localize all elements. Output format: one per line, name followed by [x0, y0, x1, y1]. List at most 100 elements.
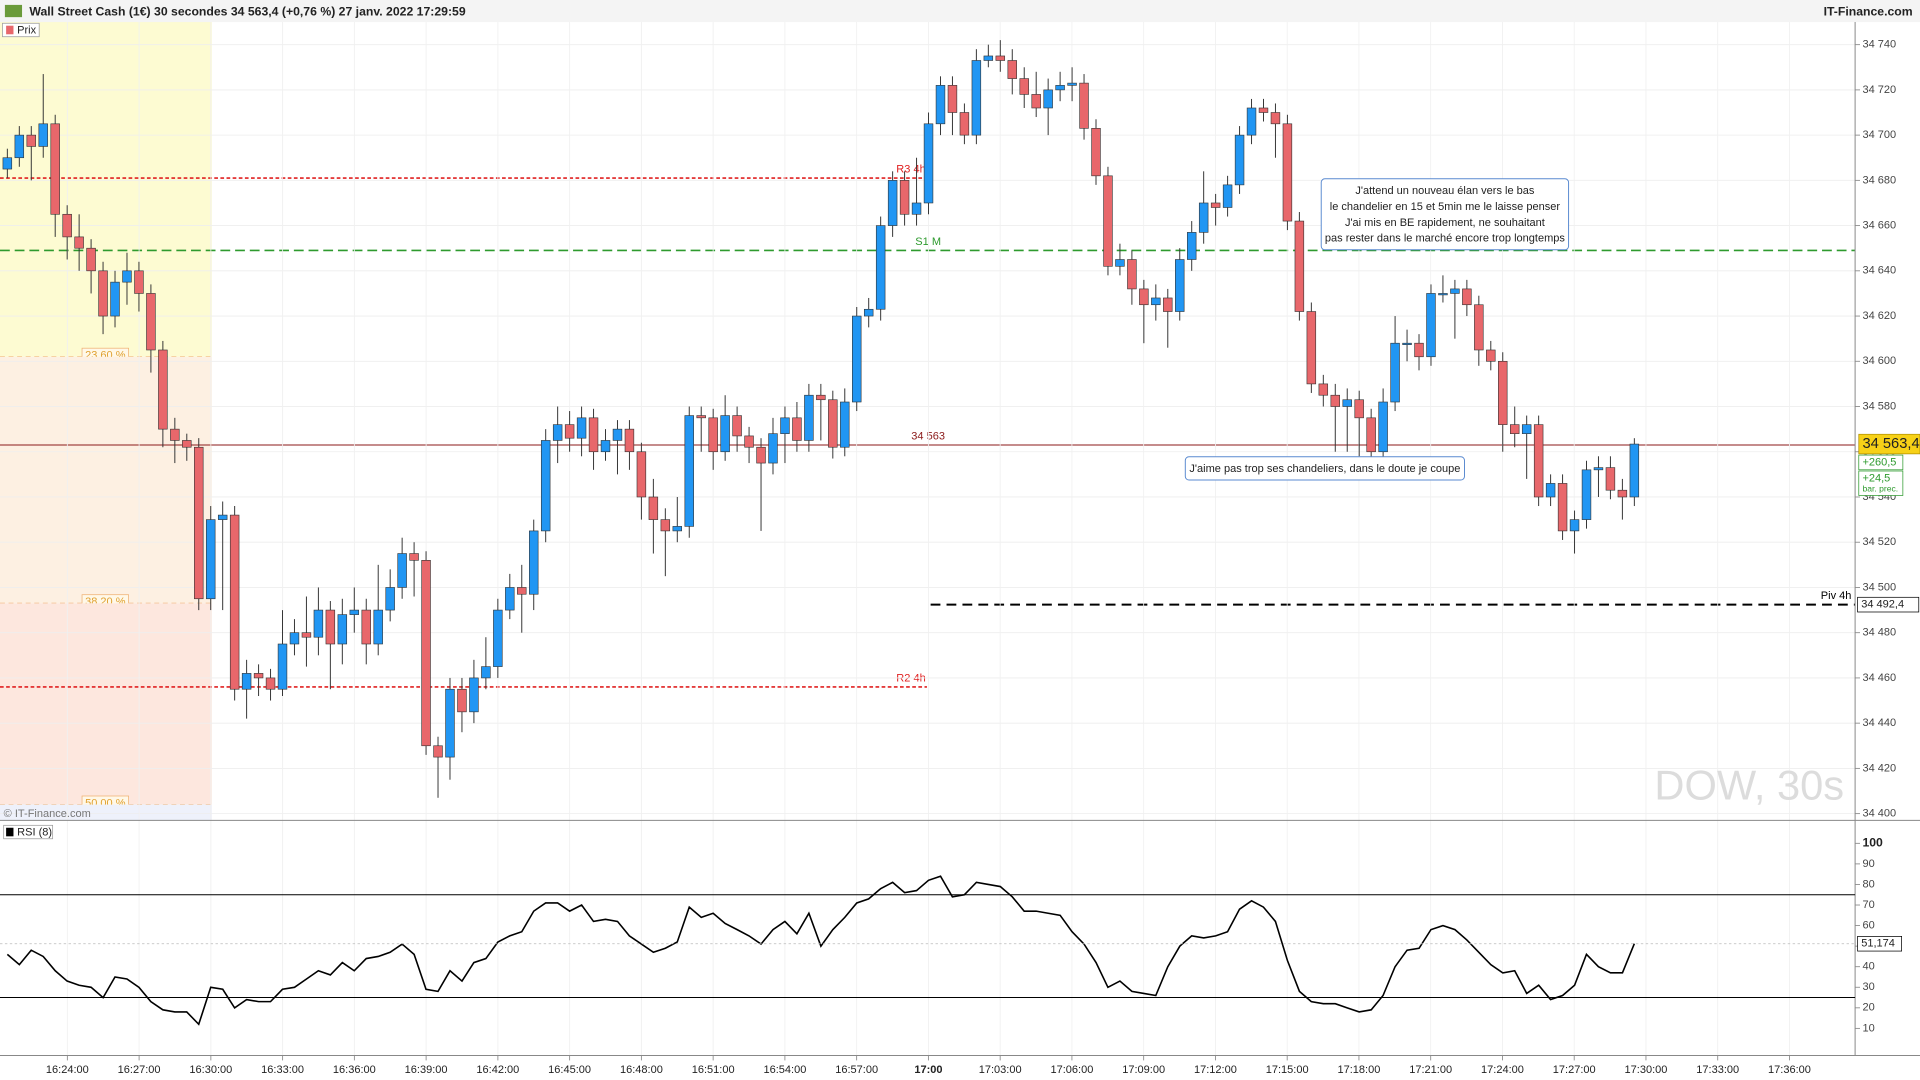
candle-body — [301, 632, 312, 638]
x-tick-label: 17:18:00 — [1337, 1064, 1380, 1076]
x-tick-label: 16:24:00 — [46, 1064, 89, 1076]
candle-body — [1318, 383, 1329, 396]
candle-body — [1330, 394, 1340, 407]
candle-body — [1569, 519, 1580, 532]
candle-body — [14, 134, 25, 159]
candle-body — [421, 560, 431, 747]
fib-zone — [0, 356, 212, 604]
candle-body — [1294, 220, 1305, 312]
candle-body — [1163, 297, 1173, 312]
candle-body — [1402, 342, 1412, 345]
y-tick-label: 34 640 — [1862, 265, 1896, 277]
candle-body — [170, 428, 180, 441]
rsi-y-tick-label: 90 — [1862, 858, 1874, 870]
y-tick-label: 34 440 — [1862, 717, 1896, 729]
candle-body — [1498, 360, 1508, 425]
candle-body — [1043, 89, 1053, 109]
candle-body — [289, 632, 300, 645]
rsi-last-box — [1857, 936, 1902, 952]
y-tick-label: 34 720 — [1862, 84, 1896, 96]
candle-body — [1342, 399, 1352, 407]
candle-body — [110, 281, 120, 317]
candle-body — [445, 688, 455, 758]
x-tick-label: 17:15:00 — [1266, 1064, 1309, 1076]
annotation-text: J'attend un nouveau élan vers le bas — [1355, 185, 1535, 197]
candle-body — [2, 157, 13, 170]
y-tick-label: 34 700 — [1862, 129, 1896, 141]
x-tick-label: 16:42:00 — [476, 1064, 519, 1076]
candle-body — [959, 112, 970, 136]
candle-body — [229, 514, 240, 690]
candle-body — [899, 180, 910, 215]
candle-body — [1510, 424, 1520, 434]
candle-body — [1067, 82, 1077, 86]
rsi-y-tick-label: 100 — [1862, 836, 1883, 850]
bar-note: bar. prec. — [1862, 484, 1898, 494]
y-tick-label: 34 520 — [1862, 536, 1896, 548]
candle-body — [816, 394, 826, 401]
candle-body — [660, 519, 671, 532]
x-tick-label: 17:33:00 — [1696, 1064, 1739, 1076]
candle-body — [241, 673, 252, 690]
candle-body — [1486, 349, 1496, 362]
candle-body — [756, 446, 766, 464]
level-axis-box — [1857, 596, 1920, 613]
candle-body — [1031, 94, 1041, 109]
y-tick-label: 34 480 — [1862, 627, 1896, 639]
candle-body — [1270, 112, 1281, 125]
fib-zone — [0, 603, 212, 805]
candle-body — [564, 424, 575, 439]
candle-body — [995, 55, 1006, 61]
candle-body — [935, 85, 946, 125]
candle-body — [1246, 107, 1257, 136]
candle-body — [38, 123, 48, 147]
level-label: Piv 4h — [1821, 590, 1852, 602]
candle-body — [1354, 399, 1364, 419]
x-tick-label: 16:51:00 — [692, 1064, 735, 1076]
candle-body — [253, 673, 264, 679]
candle-body — [206, 519, 216, 600]
rsi-y-tick-label: 70 — [1862, 899, 1874, 911]
candle-body — [265, 677, 276, 690]
x-tick-label: 17:27:00 — [1553, 1064, 1596, 1076]
candle-body — [648, 496, 659, 520]
candle-body — [911, 202, 922, 215]
candle-body — [397, 553, 407, 588]
candle-body — [1521, 424, 1532, 434]
candle-body — [768, 433, 778, 464]
candle-body — [457, 688, 467, 713]
candle-body — [1414, 342, 1424, 358]
rsi-y-tick-label: 80 — [1862, 878, 1874, 890]
candle-body — [1390, 342, 1400, 403]
candle-body — [1426, 293, 1436, 358]
candle-body — [493, 609, 503, 667]
x-tick-label: 17:24:00 — [1481, 1064, 1524, 1076]
candle-body — [684, 415, 694, 527]
rsi-y-tick-label: 10 — [1862, 1022, 1874, 1034]
candle-body — [1605, 467, 1616, 491]
candle-body — [517, 587, 527, 595]
candle-body — [1545, 483, 1556, 498]
candle-body — [1629, 443, 1640, 498]
candle-body — [1055, 85, 1065, 91]
candle-body — [1175, 259, 1185, 312]
x-tick-label: 17:00 — [914, 1064, 942, 1076]
candle-body — [50, 123, 60, 215]
candle-body — [385, 587, 395, 611]
candle-body — [158, 349, 168, 430]
candle-body — [1091, 128, 1101, 177]
candle-body — [744, 435, 754, 448]
candle-body — [325, 609, 336, 645]
copyright: © IT-Finance.com — [4, 808, 91, 820]
candle-body — [1151, 297, 1161, 306]
watermark: DOW, 30s — [1654, 762, 1844, 809]
x-tick-label: 16:39:00 — [405, 1064, 448, 1076]
y-tick-label: 34 420 — [1862, 762, 1896, 774]
y-tick-label: 34 600 — [1862, 355, 1896, 367]
candle-body — [1533, 424, 1544, 498]
candle-body — [86, 247, 96, 272]
candle-body — [696, 415, 706, 419]
y-tick-label: 34 400 — [1862, 808, 1896, 820]
candle-body — [1019, 78, 1029, 95]
rsi-y-tick-label: 20 — [1862, 1002, 1874, 1014]
